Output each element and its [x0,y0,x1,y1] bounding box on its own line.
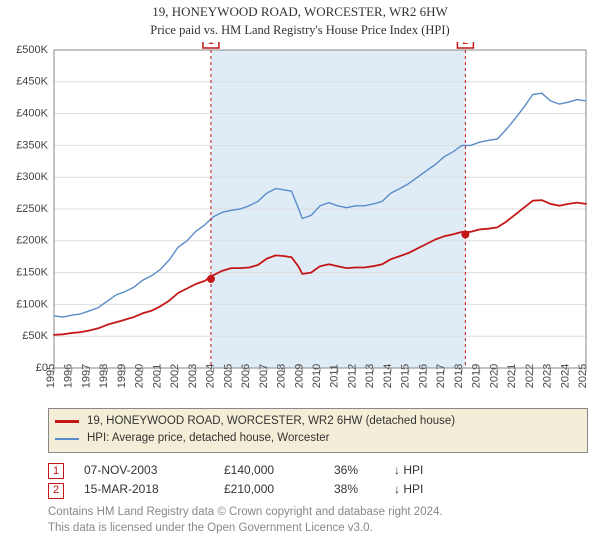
sale-marker-box: 2 [48,483,64,499]
legend-label-hpi: HPI: Average price, detached house, Worc… [87,430,330,447]
svg-text:2015: 2015 [400,364,412,388]
svg-text:2024: 2024 [559,364,571,388]
svg-text:2019: 2019 [471,364,483,388]
svg-text:2005: 2005 [222,364,234,388]
legend-box: 19, HONEYWOOD ROAD, WORCESTER, WR2 6HW (… [48,408,588,453]
svg-text:1999: 1999 [116,364,128,388]
svg-text:2000: 2000 [134,364,146,388]
svg-text:£250K: £250K [16,203,48,215]
legend-label-subject: 19, HONEYWOOD ROAD, WORCESTER, WR2 6HW (… [87,413,455,430]
svg-text:2008: 2008 [276,364,288,388]
legend-swatch-subject [55,420,79,423]
svg-text:2017: 2017 [435,364,447,388]
sale-price: £210,000 [224,480,334,499]
legend-swatch-hpi [55,438,79,440]
svg-text:£300K: £300K [16,171,48,183]
page-title: 19, HONEYWOOD ROAD, WORCESTER, WR2 6HW [6,4,594,21]
svg-text:1996: 1996 [63,364,75,388]
svg-text:2004: 2004 [205,364,217,388]
svg-text:£50K: £50K [22,330,48,342]
page-subtitle: Price paid vs. HM Land Registry's House … [6,22,594,38]
svg-text:1995: 1995 [45,364,57,388]
svg-text:£500K: £500K [16,44,48,56]
svg-text:2025: 2025 [577,364,589,388]
credit-line: Contains HM Land Registry data © Crown c… [48,505,588,521]
sale-price: £140,000 [224,461,334,480]
svg-text:2001: 2001 [151,364,163,388]
svg-text:£100K: £100K [16,298,48,310]
svg-text:£150K: £150K [16,267,48,279]
svg-text:2014: 2014 [382,364,394,388]
svg-text:2010: 2010 [311,364,323,388]
svg-text:2012: 2012 [346,364,358,388]
svg-text:2013: 2013 [364,364,376,388]
svg-text:2: 2 [462,42,468,47]
legend-row-subject: 19, HONEYWOOD ROAD, WORCESTER, WR2 6HW (… [55,413,581,430]
sale-marker-box: 1 [48,463,64,479]
sale-row: 2 15-MAR-2018 £210,000 38% ↓ HPI [48,480,588,499]
svg-text:1: 1 [208,42,214,47]
svg-text:1997: 1997 [80,364,92,388]
sales-table: 1 07-NOV-2003 £140,000 36% ↓ HPI 2 15-MA… [48,461,588,499]
svg-text:£450K: £450K [16,76,48,88]
svg-text:2002: 2002 [169,364,181,388]
legend-row-hpi: HPI: Average price, detached house, Worc… [55,430,581,447]
credit-text: Contains HM Land Registry data © Crown c… [48,505,588,536]
svg-text:2021: 2021 [506,364,518,388]
svg-text:2006: 2006 [240,364,252,388]
svg-text:2022: 2022 [524,364,536,388]
svg-text:1998: 1998 [98,364,110,388]
svg-text:2003: 2003 [187,364,199,388]
sale-date: 07-NOV-2003 [84,461,224,480]
sale-row: 1 07-NOV-2003 £140,000 36% ↓ HPI [48,461,588,480]
sale-date: 15-MAR-2018 [84,480,224,499]
sale-hpi-suffix: ↓ HPI [394,461,434,480]
svg-text:2018: 2018 [453,364,465,388]
credit-line: This data is licensed under the Open Gov… [48,521,588,537]
price-chart: £0£50K£100K£150K£200K£250K£300K£350K£400… [6,42,594,402]
svg-text:£400K: £400K [16,108,48,120]
svg-text:2016: 2016 [417,364,429,388]
svg-text:£200K: £200K [16,235,48,247]
svg-text:2023: 2023 [542,364,554,388]
svg-text:£350K: £350K [16,139,48,151]
sale-hpi-suffix: ↓ HPI [394,480,434,499]
sale-pct: 38% [334,480,394,499]
svg-text:2020: 2020 [488,364,500,388]
sale-pct: 36% [334,461,394,480]
svg-text:2007: 2007 [258,364,270,388]
svg-text:2009: 2009 [293,364,305,388]
